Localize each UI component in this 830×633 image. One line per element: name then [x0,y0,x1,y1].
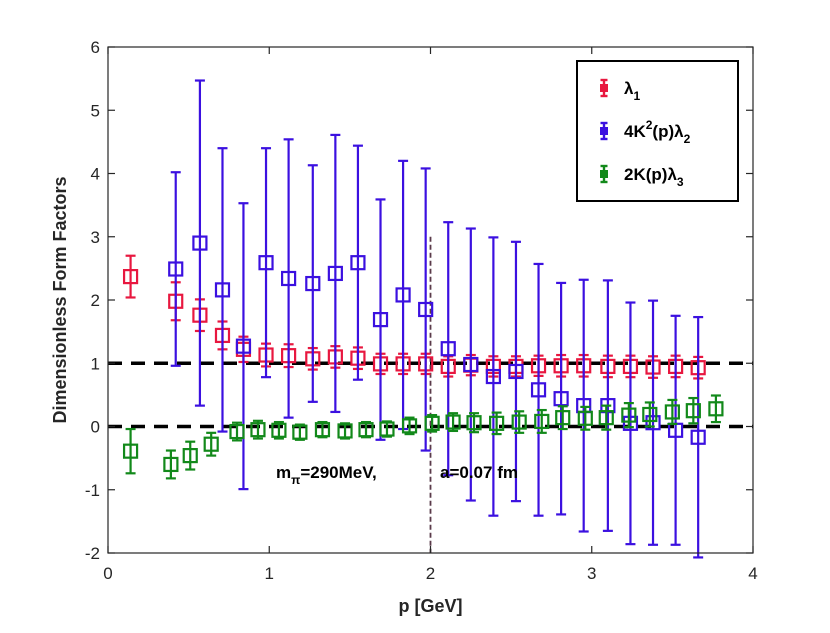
data-point [642,406,658,423]
x-axis-label: p [GeV] [398,596,462,616]
data-point [250,422,266,438]
y-tick-label: 6 [91,38,100,57]
pion-mass-annotation-sub: π [291,473,300,487]
data-point [271,422,287,438]
data-point [305,275,321,292]
data-point [598,410,614,426]
y-tick-label: -1 [85,481,100,500]
legend: λ1 4K2(p)λ2 2K(p)λ3 [576,60,739,202]
legend-marker [600,170,608,178]
data-point [395,287,411,303]
data-point [192,235,208,251]
data-point [690,429,706,445]
data-point [379,421,395,437]
series-2 [168,79,706,559]
data-point [327,265,343,282]
data-point [555,410,571,426]
data-point [508,363,524,380]
data-point [203,436,219,452]
pion-mass-annotation-m: m [276,463,291,482]
data-point [281,270,297,287]
x-tick-label: 4 [748,564,757,583]
data-point [511,414,527,430]
data-point [182,447,198,464]
legend-item-2: 4K2(p)λ2 [600,118,691,146]
data-point [530,382,547,398]
y-tick-label: 2 [91,291,100,310]
data-point [685,403,701,419]
x-tick-label: 1 [265,564,274,583]
data-point [445,414,461,430]
x-tick-label: 0 [103,564,112,583]
data-point [418,301,434,318]
data-point [622,415,639,431]
data-point [258,255,274,271]
y-tick-label: 1 [91,354,100,373]
data-point [485,368,501,385]
plot-area [108,79,753,559]
y-axis-label: Dimensionless Form Factors [50,176,70,423]
y-tick-label: 0 [91,418,100,437]
data-point [708,401,724,417]
legend-label: 2K(p)λ3 [624,165,684,189]
data-point [466,415,482,431]
data-point [372,312,389,328]
data-point [621,407,637,423]
data-point [122,268,139,285]
y-tick-label: 3 [91,228,100,247]
data-point [229,423,245,440]
data-point [214,282,231,298]
lattice-spacing-annotation: a=0.07 fm [440,463,518,482]
y-tick-label: -2 [85,544,100,563]
data-point [534,413,550,430]
data-point [664,404,680,420]
data-point [577,410,593,426]
legend-label: λ1 [624,79,640,103]
data-point [463,356,479,373]
pion-mass-annotation-rest: =290MeV, [300,463,376,482]
data-point [235,338,252,354]
data-point [489,415,505,431]
data-point [163,456,179,473]
x-tick-label: 3 [587,564,596,583]
data-point [168,261,184,277]
axes: 0 1 2 3 4 -2 -1 0 1 2 3 4 5 6 [85,38,758,583]
legend-items: λ1 4K2(p)λ2 2K(p)λ3 [600,78,691,189]
data-point [401,418,418,434]
data-point [645,415,661,431]
legend-item-3: 2K(p)λ3 [600,164,684,189]
legend-label: 4K2(p)λ2 [624,118,691,146]
y-tick-label: 5 [91,101,100,120]
data-point [292,424,308,440]
data-point [440,341,456,357]
legend-marker [600,127,608,135]
data-point [424,415,440,431]
series-3 [122,394,724,480]
legend-item-1: λ1 [600,78,640,103]
data-point [350,255,366,271]
x-tick-label: 2 [426,564,435,583]
data-point [122,443,139,459]
data-point [358,422,374,438]
pion-mass-annotation: mπ=290MeV, [276,463,377,487]
data-point [337,423,353,439]
data-point [314,422,331,438]
legend-marker [600,84,608,92]
y-tick-label: 4 [91,165,100,184]
